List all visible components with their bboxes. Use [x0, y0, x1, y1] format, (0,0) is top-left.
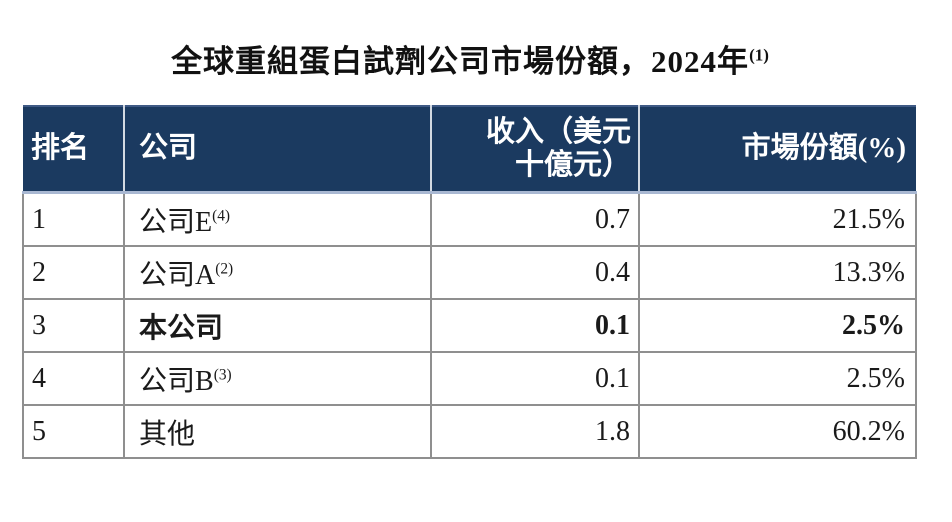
company-footnote-marker: (3)	[213, 366, 232, 384]
cell-company: 公司A(2)	[123, 245, 432, 300]
page-title-footnote-marker: (1)	[749, 45, 769, 65]
column-header-revenue-line2: 十億元）	[514, 149, 631, 181]
cell-company: 其他	[123, 404, 432, 459]
page-title: 全球重組蛋白試劑公司市場份額，2024年(1)	[0, 36, 940, 81]
cell-market-share: 2.5%	[638, 351, 917, 406]
company-footnote-marker: (4)	[212, 207, 231, 225]
cell-rank: 2	[22, 245, 125, 300]
company-name: 公司E	[139, 206, 213, 238]
cell-rank: 4	[22, 351, 125, 406]
company-name: 其他	[139, 418, 196, 450]
column-header-revenue-line1: 收入（美元	[485, 115, 631, 148]
cell-market-share: 60.2%	[638, 404, 917, 459]
table-row-our-company: 3 本公司 0.1 2.5%	[22, 298, 917, 353]
cell-revenue: 0.4	[430, 245, 640, 300]
cell-rank: 3	[22, 298, 125, 353]
table-row: 2 公司A(2) 0.4 13.3%	[22, 245, 917, 300]
cell-company: 本公司	[123, 298, 432, 353]
table-row: 1 公司E(4) 0.7 21.5%	[22, 192, 917, 247]
company-name: 本公司	[139, 312, 224, 344]
table-row: 4 公司B(3) 0.1 2.5%	[22, 351, 917, 406]
cell-revenue: 0.1	[430, 298, 640, 353]
company-name: 公司A	[139, 259, 216, 291]
table-body: 1 公司E(4) 0.7 21.5% 2 公司A(2) 0.4 13.3% 3 …	[22, 192, 917, 459]
cell-rank: 1	[22, 192, 125, 247]
column-header-market-share: 市場份額(%)	[639, 105, 916, 194]
cell-company: 公司E(4)	[123, 192, 432, 247]
cell-rank: 5	[22, 404, 125, 459]
page-title-text: 全球重組蛋白試劑公司市場份額，2024年	[171, 44, 750, 79]
cell-revenue: 0.7	[430, 192, 640, 247]
column-header-revenue: 收入（美元 十億元）	[431, 105, 640, 194]
column-header-rank: 排名	[23, 105, 125, 194]
market-share-table: 排名 公司 收入（美元 十億元） 市場份額(%) 1 公司E(4) 0.7 21…	[22, 105, 917, 459]
table-row: 5 其他 1.8 60.2%	[22, 404, 917, 459]
cell-market-share: 2.5%	[638, 298, 917, 353]
table-header-row: 排名 公司 收入（美元 十億元） 市場份額(%)	[23, 105, 916, 194]
cell-market-share: 13.3%	[638, 245, 917, 300]
cell-company: 公司B(3)	[123, 351, 432, 406]
cell-revenue: 1.8	[430, 404, 640, 459]
company-footnote-marker: (2)	[215, 260, 234, 278]
cell-market-share: 21.5%	[638, 192, 917, 247]
cell-revenue: 0.1	[430, 351, 640, 406]
company-name: 公司B	[139, 365, 214, 397]
table-header: 排名 公司 收入（美元 十億元） 市場份額(%)	[23, 105, 916, 194]
column-header-company: 公司	[124, 105, 432, 194]
